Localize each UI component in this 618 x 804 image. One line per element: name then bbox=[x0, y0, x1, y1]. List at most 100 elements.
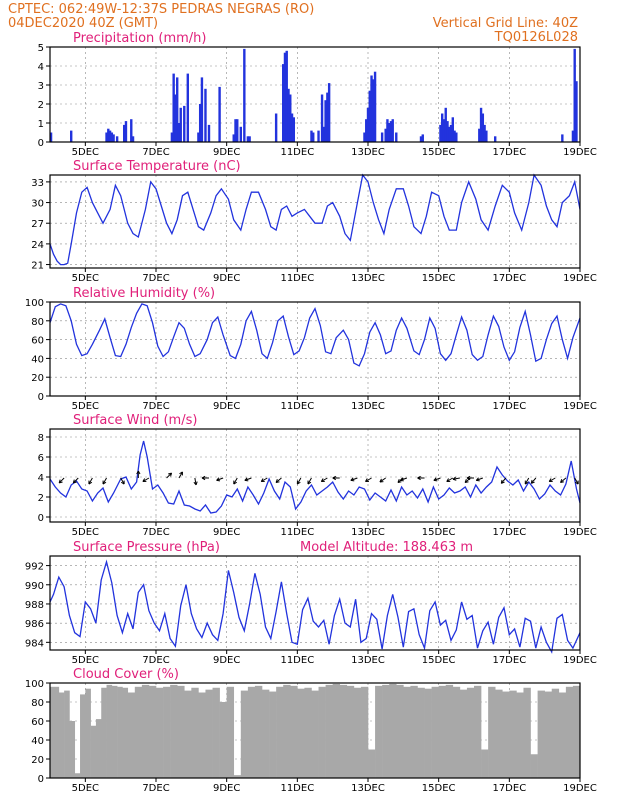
cloud-bar bbox=[509, 691, 516, 778]
cloud-bar bbox=[50, 687, 59, 778]
y-tick-label: 24 bbox=[31, 240, 44, 251]
y-tick-label: 2 bbox=[38, 100, 44, 111]
precip-bar bbox=[494, 136, 496, 142]
y-tick-label: 20 bbox=[31, 373, 44, 384]
cloud-bar bbox=[545, 692, 552, 778]
x-tick-label: 7DEC bbox=[142, 655, 169, 666]
cloud-bar bbox=[122, 688, 128, 778]
cloud-bar bbox=[117, 687, 123, 778]
cloud-bar bbox=[255, 686, 262, 778]
cloud-bar bbox=[191, 688, 198, 778]
cloud-bar bbox=[220, 702, 227, 778]
pressure-title: Surface Pressure (hPa) bbox=[73, 540, 220, 555]
wind-arrow bbox=[365, 478, 371, 482]
precip-bar bbox=[236, 119, 238, 142]
x-tick-label: 15DEC bbox=[422, 273, 456, 284]
y-tick-label: 30 bbox=[31, 199, 44, 210]
x-tick-label: 9DEC bbox=[213, 147, 240, 158]
cloud-bar bbox=[481, 750, 488, 779]
x-tick-label: 7DEC bbox=[142, 783, 169, 794]
precip-bar bbox=[328, 83, 330, 142]
wind-arrow bbox=[501, 478, 505, 483]
wind-arrow bbox=[217, 478, 224, 481]
y-tick-label: 984 bbox=[25, 638, 44, 649]
x-tick-label: 7DEC bbox=[142, 147, 169, 158]
y-tick-label: 0 bbox=[38, 138, 44, 149]
cloud-bar bbox=[403, 687, 410, 778]
x-tick-label: 5DEC bbox=[72, 147, 99, 158]
precip-bar bbox=[561, 134, 563, 142]
temperature-series-line bbox=[50, 175, 580, 265]
cloud-title: Cloud Cover (%) bbox=[73, 667, 179, 682]
cloud-bar bbox=[439, 686, 446, 778]
cloud-bar bbox=[460, 690, 467, 778]
wind-frame bbox=[50, 429, 580, 522]
humidity-frame bbox=[50, 302, 580, 396]
y-tick-label: 0 bbox=[38, 774, 44, 785]
wind-arrow bbox=[400, 478, 407, 481]
cloud-bar bbox=[170, 685, 177, 778]
wind-arrow bbox=[59, 478, 64, 483]
x-tick-label: 5DEC bbox=[72, 527, 99, 538]
cloud-bar bbox=[417, 688, 424, 778]
cloud-bar bbox=[101, 688, 107, 778]
wind-arrow bbox=[453, 477, 460, 480]
cloud-bar bbox=[552, 689, 559, 778]
precip-bar bbox=[70, 131, 72, 142]
precip-bar bbox=[455, 133, 457, 143]
x-tick-label: 5DEC bbox=[72, 655, 99, 666]
x-tick-label: 5DEC bbox=[72, 401, 99, 412]
cloud-bar bbox=[198, 693, 205, 779]
cloud-bar bbox=[80, 694, 86, 778]
x-tick-label: 5DEC bbox=[72, 273, 99, 284]
y-tick-label: 2 bbox=[38, 493, 44, 504]
y-tick-label: 992 bbox=[25, 562, 44, 573]
wind-arrow bbox=[234, 478, 238, 484]
precip-bar bbox=[204, 89, 206, 142]
x-tick-label: 17DEC bbox=[492, 401, 526, 412]
x-tick-label: 9DEC bbox=[213, 401, 240, 412]
wind-arrow bbox=[447, 478, 453, 482]
precip-bar bbox=[317, 131, 319, 142]
y-tick-label: 33 bbox=[31, 178, 44, 189]
wind-arrow bbox=[245, 478, 252, 481]
precip-bar bbox=[112, 134, 114, 142]
precip-bar bbox=[116, 136, 118, 142]
precip-bar bbox=[575, 81, 577, 142]
cloud-bar bbox=[205, 690, 212, 778]
cloud-bar bbox=[135, 687, 142, 778]
pressure-series-line bbox=[50, 562, 580, 652]
cloud-bar bbox=[502, 692, 509, 778]
cloud-bar bbox=[538, 691, 545, 778]
cloud-bar bbox=[156, 688, 163, 778]
x-tick-label: 15DEC bbox=[422, 147, 456, 158]
station-header: CPTEC: 062:49W-12:37S PEDRAS NEGRAS (RO) bbox=[8, 2, 314, 17]
cloud-bar bbox=[163, 687, 170, 778]
vertical-grid-note: Vertical Grid Line: 40Z bbox=[433, 16, 578, 31]
x-tick-label: 17DEC bbox=[492, 783, 526, 794]
precip-bar bbox=[275, 114, 277, 143]
y-tick-label: 5 bbox=[38, 43, 44, 54]
cloud-bar bbox=[213, 688, 220, 778]
humidity-title: Relative Humidity (%) bbox=[73, 286, 215, 301]
cloud-bar bbox=[354, 688, 361, 778]
precip-bar bbox=[208, 125, 210, 142]
wind-arrow-head bbox=[531, 480, 532, 483]
y-tick-label: 60 bbox=[31, 336, 44, 347]
cloud-bar bbox=[184, 691, 191, 778]
pressure-frame bbox=[50, 556, 580, 650]
x-tick-label: 15DEC bbox=[422, 401, 456, 412]
x-tick-label: 17DEC bbox=[492, 655, 526, 666]
wind-arrow bbox=[321, 478, 327, 482]
x-tick-label: 13DEC bbox=[351, 527, 385, 538]
y-tick-label: 986 bbox=[25, 619, 44, 630]
cloud-bar bbox=[375, 686, 382, 778]
cloud-bar bbox=[425, 689, 432, 778]
wind-arrow bbox=[297, 478, 301, 484]
x-tick-label: 19DEC bbox=[563, 401, 597, 412]
cloud-bar bbox=[304, 688, 311, 778]
wind-arrow bbox=[476, 478, 483, 481]
